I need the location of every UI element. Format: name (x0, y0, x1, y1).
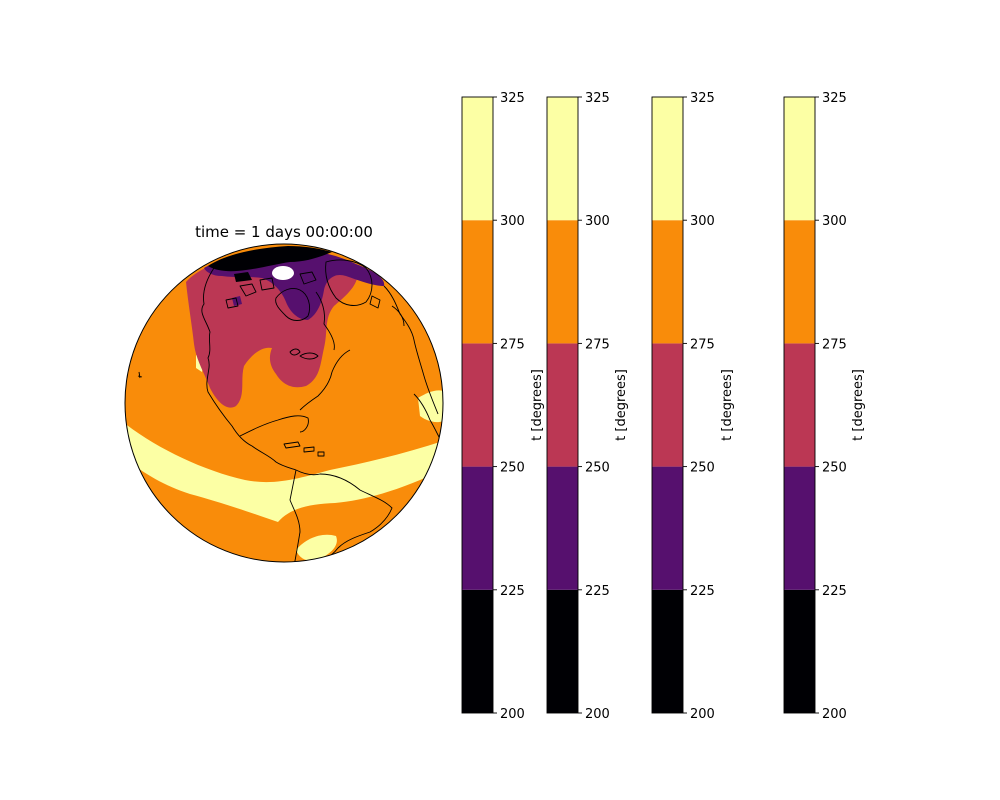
colorbar-tick-label: 250 (585, 461, 610, 476)
map-title: time = 1 days 00:00:00 (195, 223, 373, 241)
colorbar-label: t [degrees] (720, 369, 735, 441)
colorbar-segment-300-325 (652, 97, 683, 221)
colorbar-tick-label: 250 (500, 461, 525, 476)
temperature-region-300-325-east (418, 390, 443, 423)
colorbar-tick-label: 325 (500, 91, 525, 106)
colorbar-segment-225-250 (547, 466, 578, 590)
coastlines (137, 259, 443, 562)
colorbar-segment-250-275 (652, 343, 683, 467)
colorbar-segment-200-225 (462, 589, 493, 713)
colorbar-label: t [degrees] (614, 369, 629, 441)
colorbar-segment-225-250 (462, 466, 493, 590)
colorbar-segment-200-225 (784, 589, 815, 713)
temperature-region-200-225 (208, 246, 332, 272)
colorbar-tick-label: 275 (585, 337, 610, 352)
colorbar-tick-label: 300 (822, 214, 847, 229)
colorbar-label: t [degrees] (851, 369, 866, 441)
missing-data-region (272, 266, 294, 280)
colorbar-segment-275-300 (652, 220, 683, 344)
colorbar-tick-label: 300 (690, 214, 715, 229)
colorbar-tick-label: 325 (690, 91, 715, 106)
colorbar-3: 200 225 250 275 300 325 t [degrees] (651, 91, 735, 722)
colorbar-tick-label: 275 (690, 337, 715, 352)
colorbar-segment-225-250 (652, 466, 683, 590)
colorbar-tick-label: 225 (690, 584, 715, 599)
colorbar-segment-275-300 (547, 220, 578, 344)
colorbar-tick-label: 200 (690, 707, 715, 722)
colorbar-tick-label: 325 (822, 91, 847, 106)
colorbar-4: 200 225 250 275 300 325 t [degrees] (783, 91, 866, 722)
colorbar-2: 200 225 250 275 300 325 t [degrees] (546, 91, 629, 722)
colorbar-segment-225-250 (784, 466, 815, 590)
colorbar-tick-label: 225 (585, 584, 610, 599)
colorbar-frame (783, 96, 816, 714)
colorbar-tick-label: 250 (690, 461, 715, 476)
colorbar-segment-200-225 (547, 589, 578, 713)
colorbar-segment-250-275 (784, 343, 815, 467)
colorbar-frame (461, 96, 494, 714)
colorbar-segment-300-325 (547, 97, 578, 221)
colorbar-tick-label: 225 (500, 584, 525, 599)
temperature-region-300-325-south-band (125, 418, 443, 522)
colorbar-segment-300-325 (784, 97, 815, 221)
colorbar-label: t [degrees] (530, 369, 545, 441)
colorbar-tick-label: 200 (822, 707, 847, 722)
temperature-region-300-325-sa (296, 534, 337, 561)
globe-map (124, 243, 444, 563)
colorbar-frame (546, 96, 579, 714)
colorbar-tick-label: 275 (500, 337, 525, 352)
colorbar-tick-label: 300 (500, 214, 525, 229)
colorbar-tick-label: 200 (500, 707, 525, 722)
colorbar-segment-300-325 (462, 97, 493, 221)
colorbar-tick-label: 325 (585, 91, 610, 106)
colorbar-segment-275-300 (462, 220, 493, 344)
colorbar-segment-275-300 (784, 220, 815, 344)
colorbar-tick-label: 225 (822, 584, 847, 599)
globe-outline (124, 243, 444, 563)
colorbar-tick-label: 275 (822, 337, 847, 352)
colorbar-segment-250-275 (462, 343, 493, 467)
colorbar-segment-200-225 (652, 589, 683, 713)
colorbar-1: 200 225 250 275 300 325 t [degrees] (461, 91, 545, 722)
colorbar-frame (651, 96, 684, 714)
colorbar-tick-label: 300 (585, 214, 610, 229)
colorbar-segment-250-275 (547, 343, 578, 467)
temperature-region-200-225-2 (234, 272, 252, 282)
colorbar-tick-label: 200 (585, 707, 610, 722)
colorbar-tick-label: 250 (822, 461, 847, 476)
